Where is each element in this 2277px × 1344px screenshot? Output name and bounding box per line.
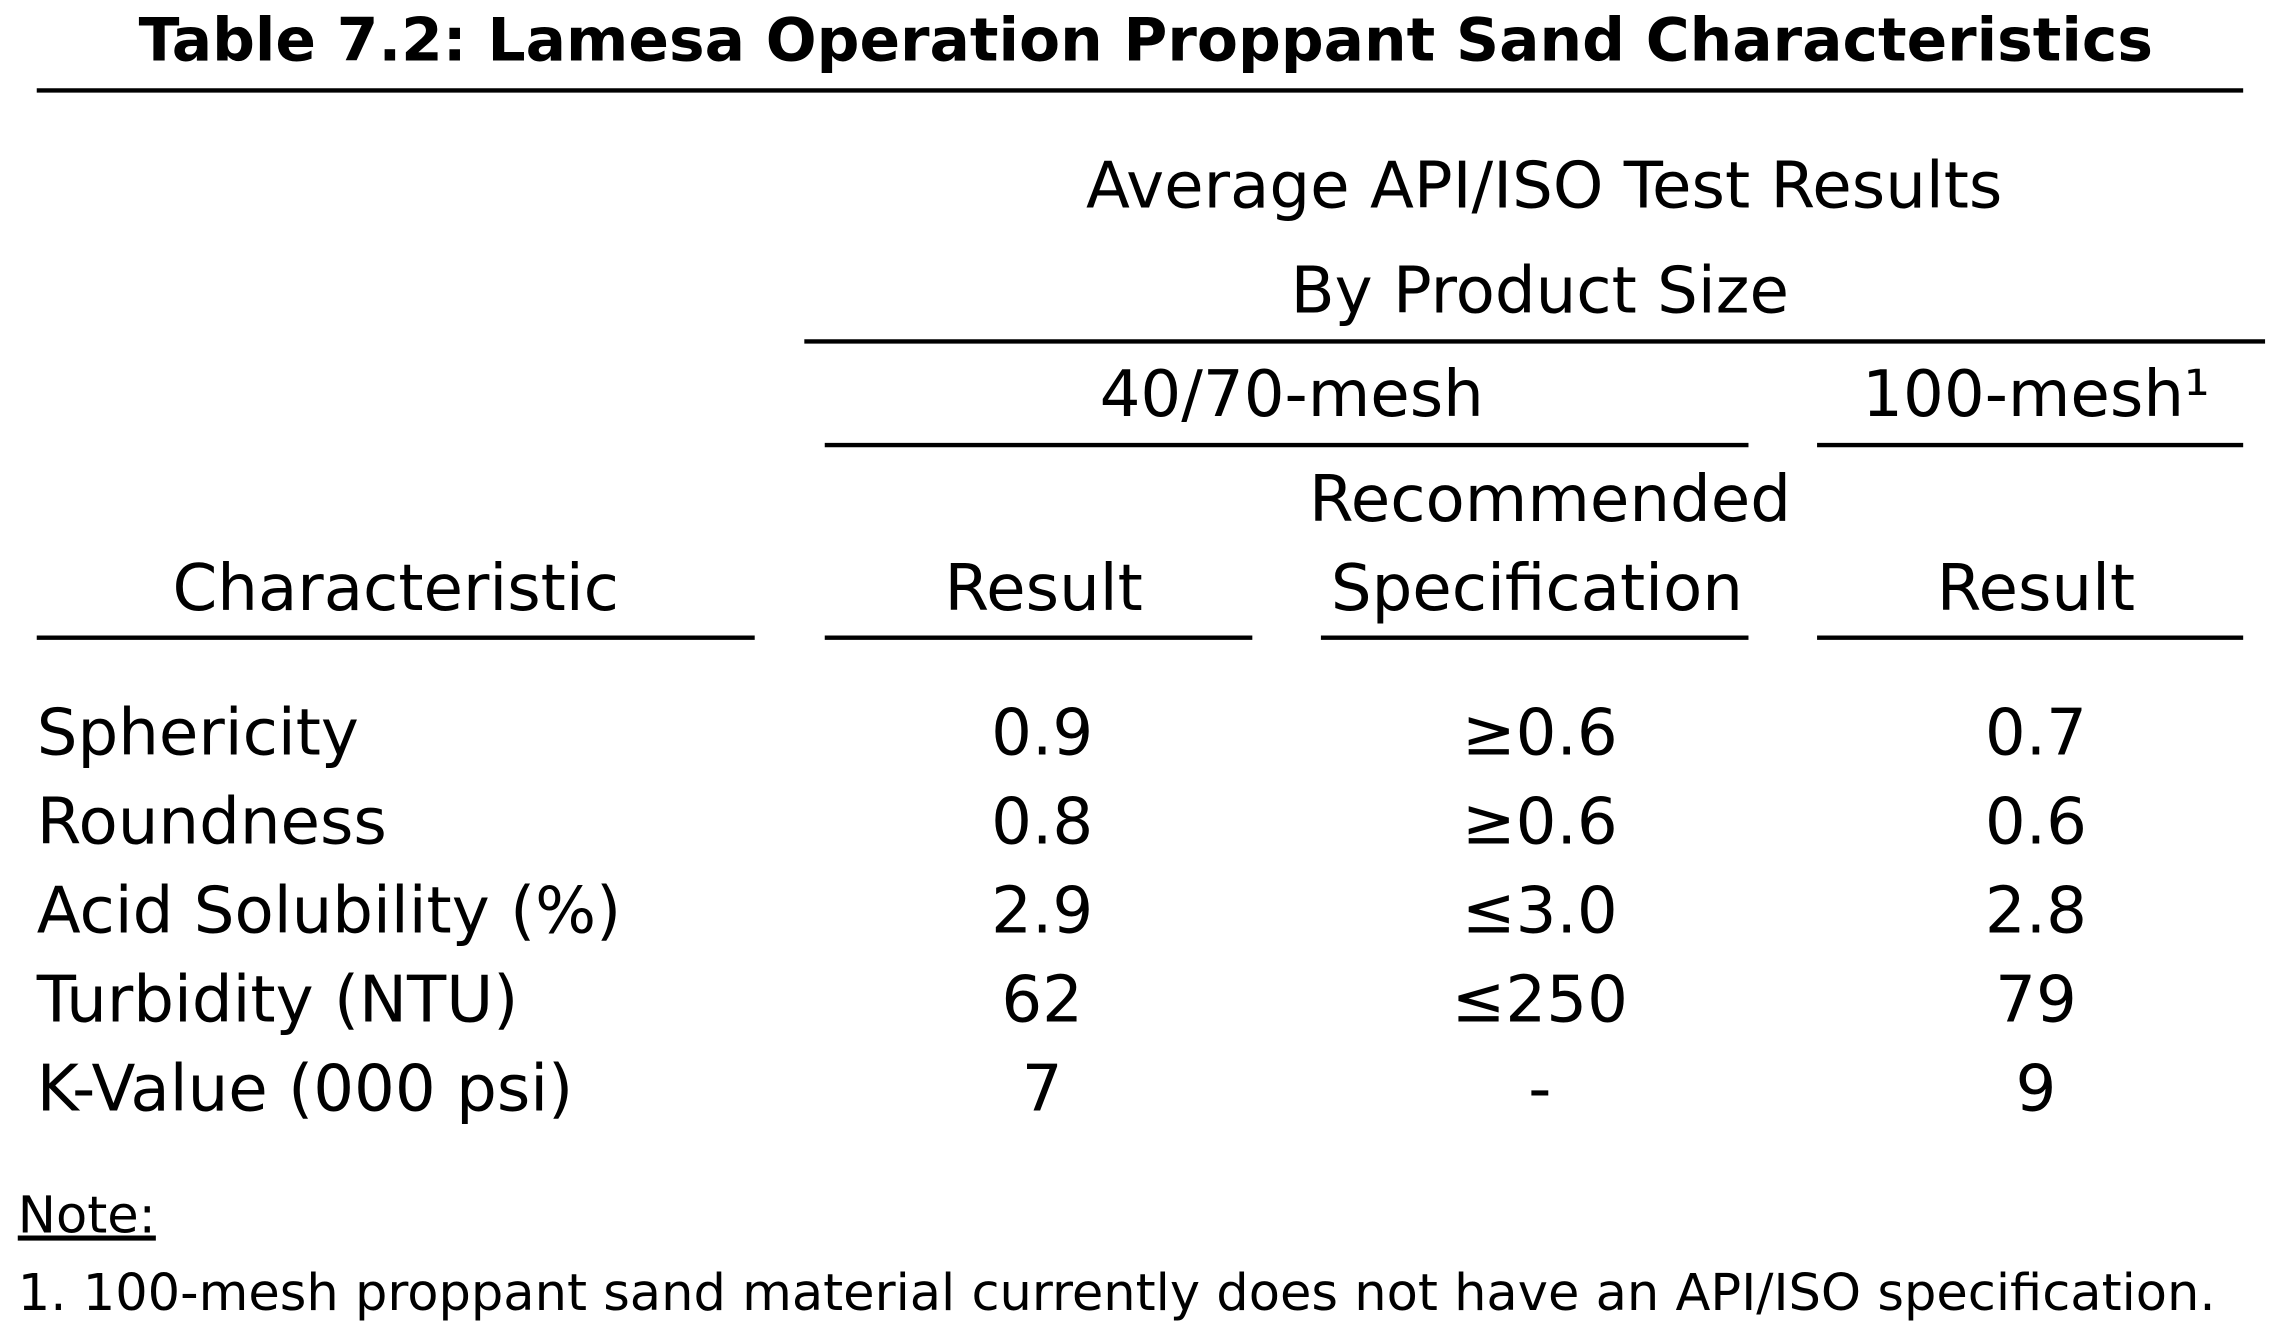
cell-value: 0.7 — [1985, 696, 2087, 771]
note-label: Note: — [18, 1187, 156, 1246]
row-label: Sphericity — [37, 696, 359, 771]
cell-value: 9 — [2016, 1052, 2057, 1127]
column-header: Recommended — [1309, 462, 1791, 537]
cell-value: 2.9 — [991, 874, 1093, 949]
row-label: Roundness — [37, 785, 387, 860]
cell-value: 7 — [1022, 1052, 1063, 1127]
column-header: Specification — [1331, 551, 1743, 626]
row-label: Turbidity (NTU) — [36, 963, 519, 1038]
column-header: Result — [1937, 551, 2135, 626]
note-text: 1. 100-mesh proppant sand material curre… — [18, 1264, 2216, 1323]
cell-value: 79 — [1995, 963, 2077, 1038]
size-header: 100-mesh¹ — [1862, 357, 2210, 432]
cell-value: - — [1528, 1052, 1551, 1127]
cell-value: 0.8 — [991, 785, 1093, 860]
cell-value: ≤3.0 — [1462, 874, 1618, 949]
row-label: Acid Solubility (%) — [37, 874, 621, 949]
group-header: By Product Size — [1291, 253, 1789, 328]
cell-value: 0.9 — [991, 696, 1093, 771]
cell-value: 2.8 — [1985, 874, 2087, 949]
table-body: Sphericity 0.9 ≥0.6 0.7 Roundness 0.8 ≥0.6 0.6 A… — [36, 696, 2087, 1127]
cell-value: 0.6 — [1985, 785, 2087, 860]
group-header: Average API/ISO Test Results — [1086, 148, 2002, 223]
column-header: Characteristic — [172, 551, 618, 626]
cell-value: 62 — [1001, 963, 1083, 1038]
row-label: K-Value (000 psi) — [37, 1052, 573, 1127]
cell-value: ≥0.6 — [1462, 785, 1618, 860]
column-header: Result — [944, 551, 1142, 626]
cell-value: ≥0.6 — [1462, 696, 1618, 771]
table-title: Table 7.2: Lamesa Operation Proppant San… — [139, 5, 2153, 75]
size-header: 40/70-mesh — [1100, 357, 1484, 432]
cell-value: ≤250 — [1452, 963, 1628, 1038]
